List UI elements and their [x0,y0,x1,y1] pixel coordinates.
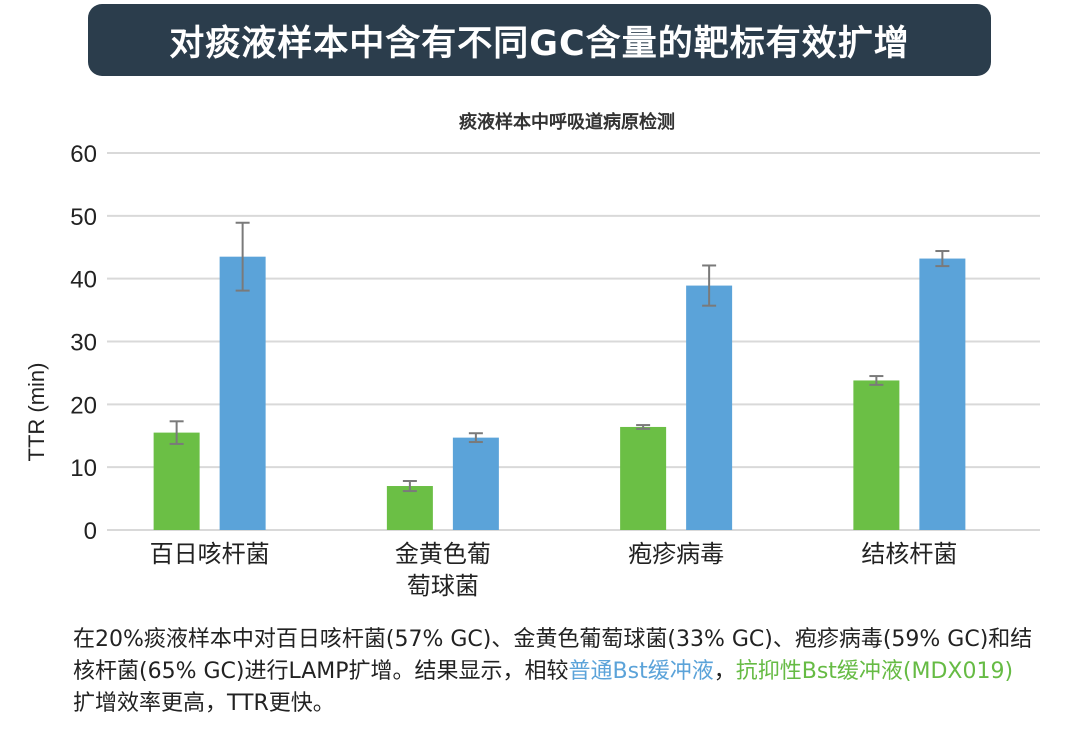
x-tick-label: 疱疹病毒 [628,540,724,568]
y-tick-label: 20 [70,392,97,419]
bar [386,486,433,530]
bar [853,380,900,530]
x-tick-label: 百日咳杆菌 [150,540,270,568]
y-tick-label: 30 [70,330,97,357]
caption-text: 在20%痰液样本中对百日咳杆菌(57% GC)、金黄色葡萄球菌(33% GC)、… [73,627,1033,684]
y-tick-label: 50 [70,204,97,231]
y-tick-label: 10 [70,455,97,482]
chart-title: 痰液样本中呼吸道病原检测 [459,111,675,133]
x-tick-label: 萄球菌 [407,572,479,600]
caption-text-end: 扩增效率更高，TTR更快。 [73,691,335,716]
bar [219,256,266,530]
title-banner: 对痰液样本中含有不同GC含量的靶标有效扩增 [88,4,991,76]
bar [452,437,499,530]
page-title: 对痰液样本中含有不同GC含量的靶标有效扩增 [169,23,910,64]
y-axis-label: TTR (min) [24,363,49,462]
bar [153,432,200,530]
bar-chart: 痰液样本中呼吸道病原检测 TTR (min) 0 10 20 30 40 50 60 百日咳杆… [24,111,1040,600]
bar [620,426,667,530]
caption-inhibitor-buffer: 抗抑性Bst缓冲液(MDX019) [735,659,1014,684]
bar [686,285,733,530]
caption: 在20%痰液样本中对百日咳杆菌(57% GC)、金黄色葡萄球菌(33% GC)、… [73,624,1033,720]
x-tick-label: 金黄色葡 [395,540,491,568]
x-tick-label: 结核杆菌 [861,540,957,568]
bar [919,258,966,530]
caption-separator: ， [713,659,736,684]
y-tick-label: 60 [70,141,97,168]
y-tick-label: 0 [84,518,97,545]
y-tick-label: 40 [70,267,97,294]
caption-standard-buffer: 普通Bst缓冲液 [568,659,714,684]
